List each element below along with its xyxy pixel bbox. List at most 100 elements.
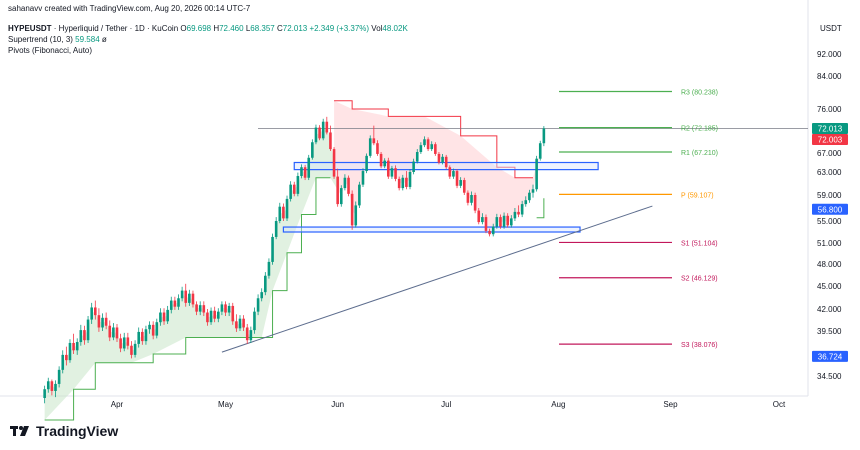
candle-body bbox=[206, 312, 209, 323]
candle-body bbox=[209, 310, 213, 323]
candle-body bbox=[538, 143, 542, 159]
price-axis-tag bbox=[812, 203, 848, 215]
supertrend-up-fill bbox=[44, 127, 338, 420]
candle-body bbox=[484, 217, 488, 231]
candle-body bbox=[130, 345, 133, 355]
y-axis-tick-label: 42.000 bbox=[817, 305, 842, 314]
candle-body bbox=[256, 298, 260, 312]
currency-label: USDT bbox=[820, 24, 842, 33]
x-axis-tick-label: Sep bbox=[663, 400, 678, 409]
pivots-label: Pivots (Fibonacci, Auto) bbox=[8, 46, 93, 55]
candle-body bbox=[93, 307, 97, 316]
candle-body bbox=[361, 171, 365, 185]
price-axis-tag-label: 72.003 bbox=[818, 136, 843, 145]
candle-body bbox=[502, 215, 506, 227]
candle-body bbox=[408, 172, 412, 187]
candle-body bbox=[57, 369, 61, 384]
candle-body bbox=[75, 342, 79, 351]
y-axis-tick-label: 76.000 bbox=[817, 105, 842, 114]
candle-body bbox=[264, 275, 267, 293]
candle-body bbox=[535, 158, 538, 190]
candle-body bbox=[455, 171, 459, 186]
tradingview-logo: TradingView bbox=[10, 423, 118, 439]
supertrend-legend[interactable]: Supertrend (10, 3) 59.584 ø bbox=[8, 35, 107, 44]
candle-body bbox=[419, 145, 423, 153]
candle-body bbox=[137, 331, 141, 344]
candle-body bbox=[173, 300, 177, 307]
pivot-label: S2 (46.129) bbox=[681, 276, 718, 283]
candle-body bbox=[531, 189, 535, 193]
candle-body bbox=[368, 138, 372, 156]
tradingview-logo-icon bbox=[10, 426, 29, 436]
candle-body bbox=[354, 205, 358, 226]
candle-body bbox=[253, 311, 256, 331]
candle-body bbox=[452, 171, 455, 177]
hidden-eye-icon[interactable]: ø bbox=[101, 35, 107, 44]
price-axis-tag bbox=[812, 134, 848, 146]
candle-body bbox=[278, 206, 282, 221]
y-axis-tick-label: 59.000 bbox=[817, 191, 842, 200]
candle-body bbox=[227, 305, 231, 313]
symbol-legend[interactable]: HYPEUSDT · Hyperliquid / Tether · 1D · K… bbox=[8, 24, 408, 33]
candle-body bbox=[466, 192, 470, 203]
price-change: +2.349 (+3.37%) bbox=[309, 24, 370, 33]
candle-body bbox=[195, 304, 198, 312]
candle-body bbox=[401, 177, 405, 189]
candle-body bbox=[376, 143, 379, 154]
candle-body bbox=[517, 211, 520, 215]
candle-body bbox=[235, 321, 238, 329]
candle-body bbox=[97, 315, 101, 328]
candle-body bbox=[470, 195, 473, 203]
candle-body bbox=[473, 195, 477, 211]
candle-body bbox=[314, 127, 318, 143]
pivot-label: R1 (67.210) bbox=[681, 150, 718, 157]
candle-body bbox=[224, 304, 227, 313]
pivot-label: R2 (72.185) bbox=[681, 126, 718, 133]
ohlc-low: L68.357 bbox=[245, 24, 275, 33]
candle-body bbox=[191, 293, 195, 305]
candle-body bbox=[245, 327, 249, 341]
pivots-legend[interactable]: Pivots (Fibonacci, Auto) bbox=[8, 46, 92, 55]
candle-body bbox=[459, 180, 462, 186]
candle-body bbox=[477, 210, 481, 223]
candle-body bbox=[249, 330, 253, 341]
candle-body bbox=[339, 188, 343, 205]
candle-body bbox=[126, 337, 130, 346]
candle-body bbox=[350, 193, 354, 226]
candle-body bbox=[155, 322, 159, 336]
candle-body bbox=[271, 236, 274, 262]
candle-body bbox=[166, 309, 169, 322]
y-axis-tick-label: 45.000 bbox=[817, 282, 842, 291]
y-axis-tick-label: 48.000 bbox=[817, 260, 842, 269]
supertrend-value: 59.584 bbox=[75, 35, 100, 44]
candle-body bbox=[296, 176, 300, 194]
candle-body bbox=[65, 354, 68, 361]
candle-body bbox=[372, 138, 376, 144]
candle-body bbox=[267, 261, 271, 276]
candle-body bbox=[379, 153, 383, 167]
candle-body bbox=[184, 290, 188, 303]
candle-body bbox=[148, 324, 151, 330]
ascending-trendline[interactable] bbox=[221, 205, 653, 353]
candle-body bbox=[72, 342, 75, 351]
candle-body bbox=[61, 354, 65, 370]
symbol-name: HYPEUSDT bbox=[8, 24, 52, 33]
candle-body bbox=[274, 221, 278, 237]
y-axis-tick-label: 63.000 bbox=[817, 168, 842, 177]
y-axis-tick-label: 84.000 bbox=[817, 72, 842, 81]
candle-body bbox=[43, 389, 46, 398]
candle-body bbox=[292, 184, 296, 194]
pivot-label: S3 (38.076) bbox=[681, 342, 718, 349]
candle-body bbox=[54, 383, 57, 391]
candle-body bbox=[329, 132, 332, 150]
candle-body bbox=[133, 343, 137, 355]
candle-body bbox=[520, 204, 524, 215]
candle-body bbox=[79, 330, 83, 343]
candle-body bbox=[542, 128, 546, 144]
candle-body bbox=[441, 156, 444, 163]
candle-body bbox=[162, 312, 166, 322]
candle-body bbox=[238, 318, 242, 329]
candle-body bbox=[180, 290, 184, 299]
support-resistance-zone[interactable] bbox=[282, 226, 581, 233]
